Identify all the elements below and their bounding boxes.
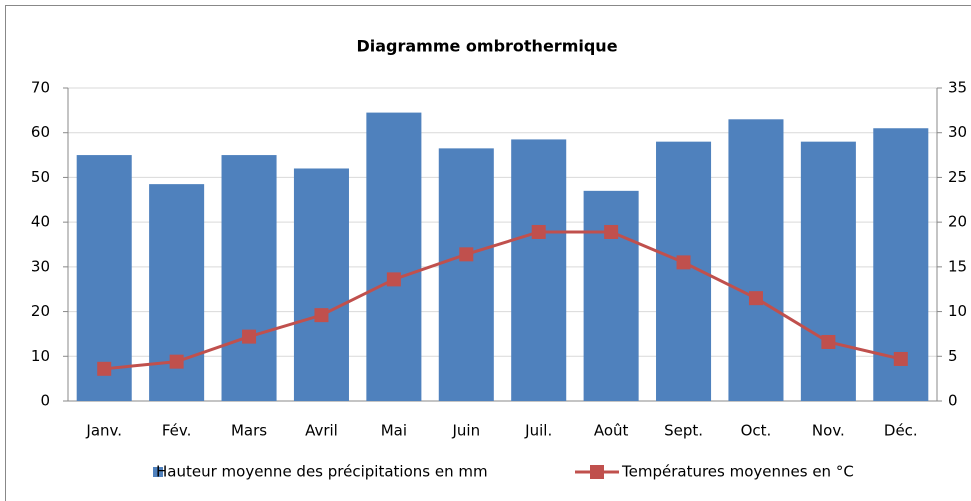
x-tick-label: Nov. [812,422,845,440]
x-tick-label: Mars [231,422,267,440]
line [104,230,902,371]
y2-tick-label: 25 [948,168,967,186]
bar [728,119,784,402]
y2-tick-label: 15 [948,257,967,275]
y2-tick-label: 10 [948,302,967,320]
y-tick-label: 30 [31,257,50,275]
marker [604,224,619,239]
x-tick-label: Avril [305,422,338,440]
bar [511,139,567,401]
x-tick-label: Juin [451,422,480,440]
x-tick-label: Fév. [162,422,192,440]
x-tick-label: Janv. [85,422,122,440]
marker [676,255,691,270]
y-tick-label: 70 [31,79,50,97]
marker [242,329,257,344]
marker [386,272,401,287]
bar [583,190,639,401]
y-tick-label: 0 [40,392,50,410]
y2-tick-label: 0 [948,392,958,410]
bar [221,155,277,401]
marker [314,308,329,323]
y2-tick-label: 30 [948,123,967,141]
y2-tick-label: 35 [948,79,967,97]
bar [366,112,422,401]
x-tick-label: Sept. [664,422,703,440]
marker [821,334,836,349]
x-tick-label: Mai [381,422,407,440]
marker [531,224,546,239]
x-tick-label: Déc. [884,422,918,440]
marker [169,354,184,369]
legend-label: Températures moyennes en °C [621,463,854,481]
legend-swatch [590,465,604,479]
y-tick-label: 20 [31,302,50,320]
marker [97,361,112,376]
marker [459,247,474,262]
y-tick-label: 40 [31,213,50,231]
y-tick-label: 10 [31,347,50,365]
bar [438,148,494,401]
legend-swatch [153,467,163,477]
bar [800,141,856,401]
legend-label: Hauteur moyenne des précipitations en mm [156,463,488,481]
marker [748,291,763,306]
x-tick-label: Oct. [741,422,772,440]
chart-title: Diagramme ombrothermique [356,37,617,56]
marker [893,351,908,366]
y2-tick-label: 20 [948,213,967,231]
bar [293,168,349,401]
y-tick-label: 60 [31,123,50,141]
y-tick-label: 50 [31,168,50,186]
bar [76,155,132,401]
x-tick-label: Juil. [524,422,552,440]
x-tick-label: Août [594,422,629,440]
y2-tick-label: 5 [948,347,958,365]
